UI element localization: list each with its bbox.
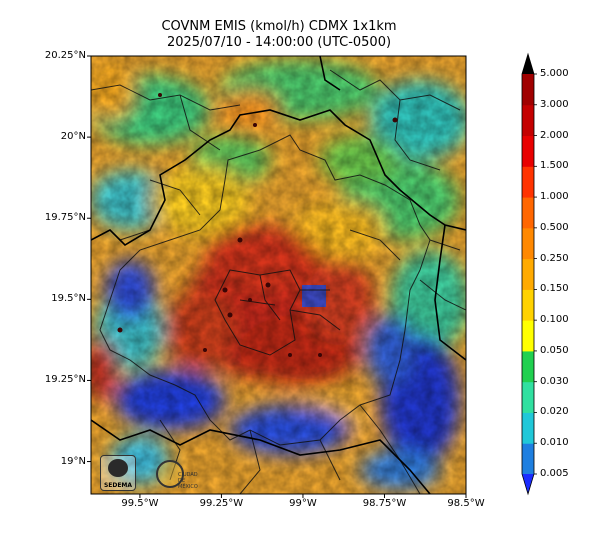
tree-icon (108, 459, 128, 477)
seal-icon (156, 460, 184, 488)
colorbar-extend-max (522, 54, 534, 74)
y-tick-label: 20°N (60, 131, 86, 143)
colorbar-bin (522, 135, 534, 167)
map-subtitle-datetime: 2025/07/10 - 14:00:00 (UTC-0500) (166, 35, 392, 50)
colorbar-bin (522, 381, 534, 413)
y-tick-label: 19.75°N (44, 212, 86, 224)
colorbar-bin (522, 74, 534, 106)
state-boundaries (91, 56, 466, 494)
colorbar-label: 0.100 (540, 314, 569, 326)
axis-tick-marks (87, 55, 467, 498)
x-tick-label: 99.5°W (121, 498, 159, 509)
x-tick-label: 98.5°W (447, 498, 485, 509)
colorbar-label: 1.500 (540, 160, 569, 172)
emissions-field (91, 56, 466, 494)
point-sources (117, 93, 398, 357)
colorbar-label: 0.050 (540, 344, 569, 356)
colorbar-bin (522, 412, 534, 444)
cdmx-logo: CIUDAD DE MÉXICO (152, 458, 200, 490)
colorbar-bin (522, 197, 534, 229)
colorbar-extend-min (522, 474, 534, 494)
x-tick-label: 99.25°W (199, 498, 244, 509)
colorbar-bin (522, 289, 534, 321)
colorbar (521, 52, 537, 496)
y-tick-label: 19.5°N (51, 293, 86, 305)
colorbar-label: 0.030 (540, 375, 569, 387)
colorbar-label: 3.000 (540, 98, 569, 110)
colorbar-bin (522, 166, 534, 198)
cdmx-logo-text: CIUDAD DE MÉXICO (178, 472, 198, 490)
sedema-logo-text: SEDEMA (103, 482, 133, 489)
x-tick-label: 98.75°W (362, 498, 407, 509)
colorbar-label: 5.000 (540, 68, 569, 79)
colorbar-label: 0.020 (540, 406, 569, 418)
map-frame (90, 55, 467, 495)
colorbar-label: 0.150 (540, 283, 569, 295)
colorbar-bin (522, 320, 534, 352)
colorbar-bin (522, 104, 534, 137)
colorbar-bin (522, 227, 534, 260)
colorbar-bin (522, 350, 534, 383)
sedema-logo: SEDEMA (100, 455, 136, 491)
colorbar-label: 0.005 (540, 468, 569, 479)
colorbar-label: 0.250 (540, 252, 569, 264)
y-tick-label: 19°N (60, 455, 86, 467)
y-tick-label: 19.25°N (44, 374, 86, 386)
map-title: COVNM EMIS (kmol/h) CDMX 1x1km (161, 19, 397, 34)
x-tick-label: 99°W (289, 498, 317, 509)
colorbar-bin (522, 443, 534, 475)
colorbar-label: 2.000 (540, 129, 569, 141)
colorbar-bin (522, 258, 534, 290)
colorbar-label: 0.500 (540, 221, 569, 233)
municipal-boundaries (91, 69, 466, 494)
y-tick-label: 20.25°N (44, 50, 86, 61)
colorbar-label: 0.010 (540, 437, 569, 449)
colorbar-label: 1.000 (540, 191, 569, 203)
